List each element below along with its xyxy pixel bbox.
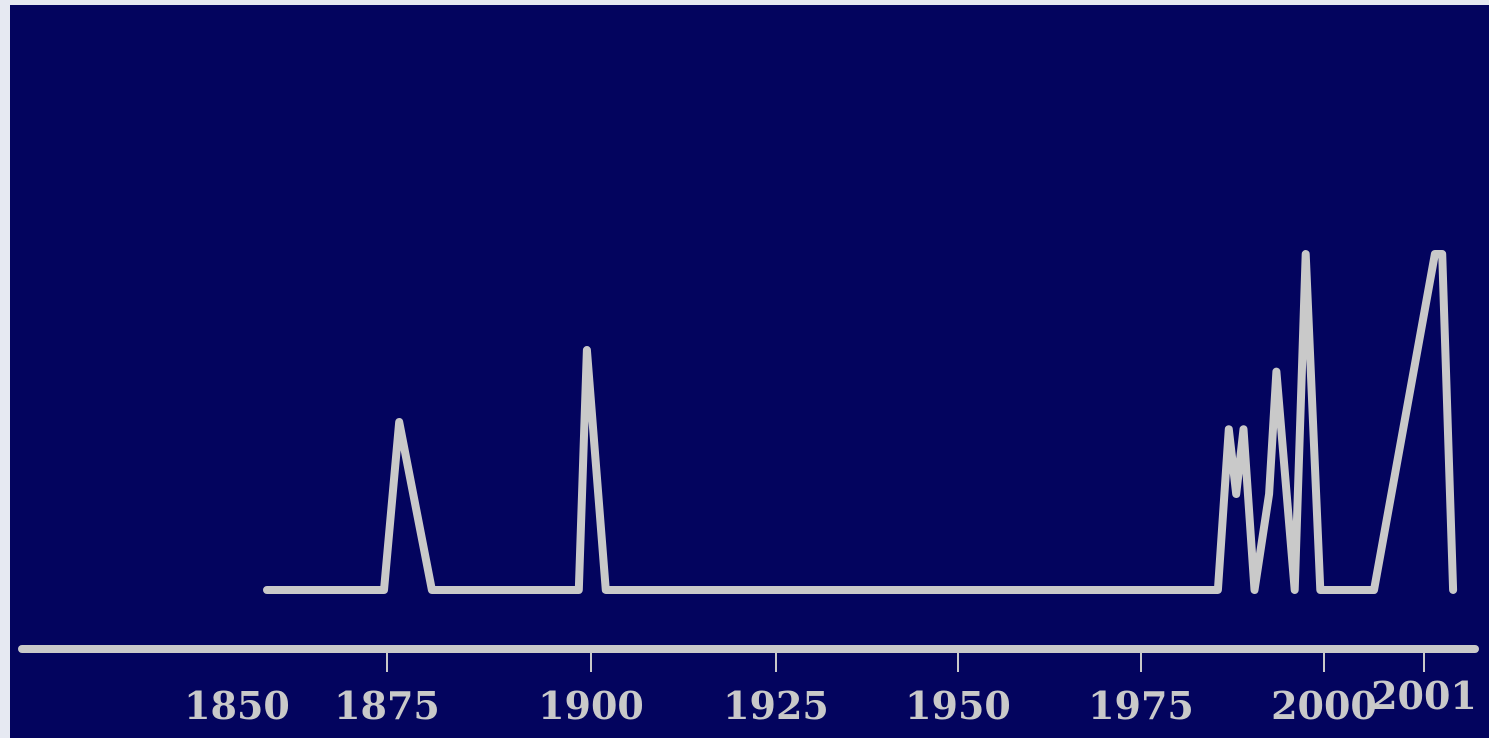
x-tick-label-1900: 1900 — [538, 683, 644, 728]
x-tick-label-1950: 1950 — [905, 683, 1011, 728]
x-tick-label-2001: 2001 — [1371, 673, 1477, 718]
x-tick-label-2000: 2000 — [1271, 683, 1377, 728]
x-tick-label-1975: 1975 — [1088, 683, 1194, 728]
series-layer — [263, 250, 1458, 594]
x-tick-label-1875: 1875 — [334, 683, 440, 728]
x-tick-label-1850: 1850 — [184, 683, 290, 728]
chart-frame: 1850 1875 1900 1925 1950 1975 2000 2001 — [10, 5, 1489, 738]
x-tick-label-1925: 1925 — [723, 683, 829, 728]
series-line-1 — [263, 250, 1458, 594]
